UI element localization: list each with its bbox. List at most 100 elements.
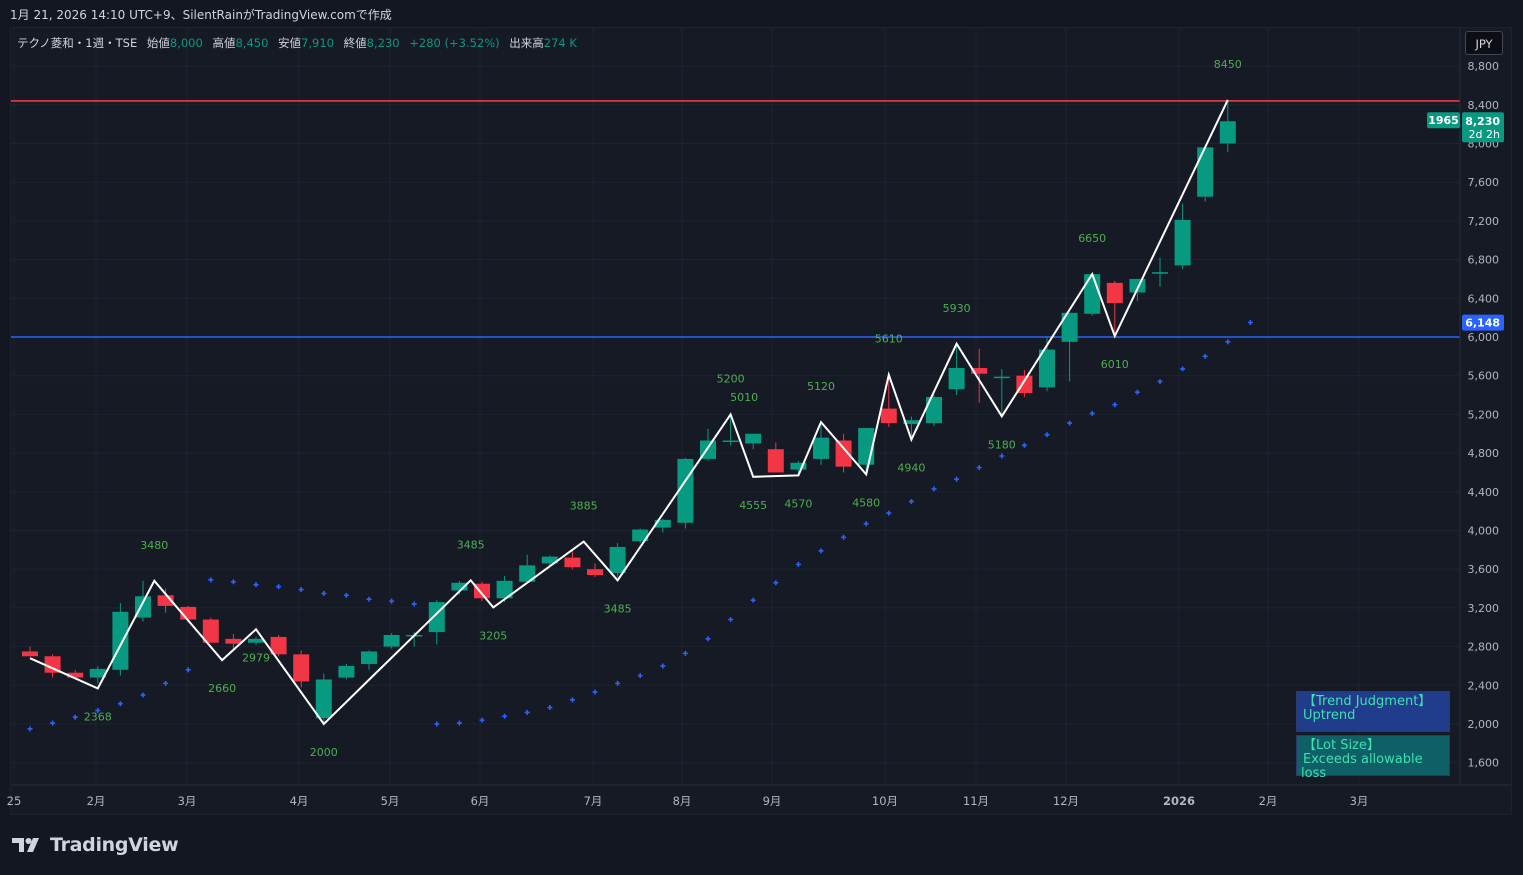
zigzag-value-label: 3485 — [457, 538, 485, 551]
candle-body — [813, 437, 829, 459]
sar-point — [366, 596, 372, 602]
candle-body — [1084, 274, 1101, 314]
sar-point — [456, 720, 462, 726]
candle-body — [767, 449, 784, 473]
zigzag-value-label: 6010 — [1101, 358, 1129, 371]
sar-point — [1157, 379, 1163, 385]
candle-body — [157, 595, 174, 606]
sar-point — [27, 726, 33, 732]
last-price-tag — [1462, 112, 1504, 143]
candle-body — [609, 546, 626, 574]
sar-point — [1021, 442, 1027, 448]
tradingview-logo[interactable]: TradingView — [12, 832, 179, 858]
candle-body — [587, 569, 603, 576]
price-tick-label: 7,200 — [1468, 215, 1500, 228]
chart-frame[interactable] — [10, 27, 1512, 815]
candle-body — [790, 462, 807, 470]
sar-point — [117, 701, 123, 707]
candle-body — [722, 440, 739, 443]
zigzag-value-label: 5010 — [730, 391, 758, 404]
sar-point — [976, 465, 982, 471]
price-tick-label: 5,200 — [1468, 408, 1500, 421]
sar-point — [276, 584, 282, 590]
low-value: 7,910 — [301, 36, 334, 50]
high-value: 8,450 — [235, 36, 269, 50]
sar-point — [208, 577, 214, 583]
price-tick-label: 6,400 — [1468, 292, 1500, 305]
candle-body — [632, 529, 649, 542]
open-value: 8,000 — [169, 36, 203, 50]
candle-body — [564, 557, 581, 568]
low-label: 安値 — [278, 36, 302, 50]
sar-point — [773, 580, 779, 586]
symbol-name[interactable]: テクノ菱和・1週・TSE — [17, 36, 138, 50]
sar-point — [795, 561, 801, 567]
time-tick-label: 2月 — [1259, 794, 1278, 808]
time-tick-label: 12月 — [1053, 794, 1079, 808]
candle-body — [315, 679, 332, 719]
time-tick-label: 7月 — [584, 794, 603, 808]
chart-caption: 1月 21, 2026 14:10 UTC+9、SilentRainがTradi… — [10, 8, 392, 22]
parabolic-sar — [27, 319, 1253, 732]
sar-point — [1112, 402, 1118, 408]
candle-body — [654, 519, 671, 528]
sar-point — [1044, 432, 1050, 438]
support-price-label: 6,148 — [1465, 317, 1500, 330]
price-tick-label: 6,000 — [1468, 331, 1500, 344]
candle-body — [496, 580, 513, 599]
sar-point — [660, 663, 666, 669]
price-tick-label: 1,600 — [1468, 757, 1500, 770]
sar-point — [1134, 389, 1140, 395]
volume-label: 出来高 — [509, 36, 544, 50]
bar-index-label: 1965 — [1428, 114, 1459, 127]
sar-point — [999, 453, 1005, 459]
sar-point — [502, 713, 508, 719]
high-label: 高値 — [212, 36, 236, 50]
sar-point — [389, 598, 395, 604]
time-tick-label: 3月 — [1350, 794, 1369, 808]
sar-point — [547, 705, 553, 711]
currency-button[interactable]: JPY — [1465, 31, 1503, 55]
price-tick-label: 2,400 — [1468, 679, 1500, 692]
trend-judgment-box: 【Trend Judgment】 Uptrend — [1296, 691, 1450, 732]
sar-point — [592, 689, 598, 695]
time-tick-label: 8月 — [673, 794, 692, 808]
zigzag-value-label: 5610 — [875, 333, 903, 346]
change-value: +280 (+3.52%) — [409, 36, 500, 50]
open-label: 始値 — [146, 36, 170, 50]
sar-point — [1067, 420, 1073, 426]
price-tick-label: 7,600 — [1468, 176, 1500, 189]
candle-body — [903, 420, 920, 425]
sar-point — [253, 582, 259, 588]
sar-point — [1180, 366, 1186, 372]
candle-body — [135, 596, 151, 618]
sar-point — [411, 601, 417, 607]
candle-body — [22, 651, 38, 657]
zigzag-value-label: 4555 — [739, 499, 767, 512]
sar-point — [1089, 410, 1095, 416]
sar-point — [908, 498, 914, 504]
candle-body — [926, 396, 942, 424]
sar-point — [637, 673, 643, 679]
time-tick-label: 5月 — [381, 794, 400, 808]
sar-point — [1247, 319, 1253, 325]
zigzag-value-label: 4580 — [852, 496, 880, 509]
time-tick-label: 25 — [7, 794, 22, 808]
price-tick-label: 4,400 — [1468, 486, 1500, 499]
price-tick-label: 4,000 — [1468, 525, 1500, 538]
sar-point — [298, 587, 304, 593]
close-label: 終値 — [343, 36, 367, 50]
time-tick-label: 2月 — [87, 794, 106, 808]
tradingview-logo-icon — [12, 838, 39, 852]
zigzag-value-label: 4570 — [784, 497, 812, 510]
zigzag-value-label: 3205 — [479, 629, 507, 642]
price-tick-label: 6,800 — [1468, 254, 1500, 267]
horizontal-lines — [11, 100, 1460, 338]
support-price-tag — [1462, 314, 1504, 331]
price-tick-label: 4,800 — [1468, 447, 1500, 460]
lot-size-box: 【Lot Size】 Exceeds allowable loss — [1296, 735, 1450, 781]
sar-point — [841, 534, 847, 540]
candle-body — [1061, 312, 1078, 342]
